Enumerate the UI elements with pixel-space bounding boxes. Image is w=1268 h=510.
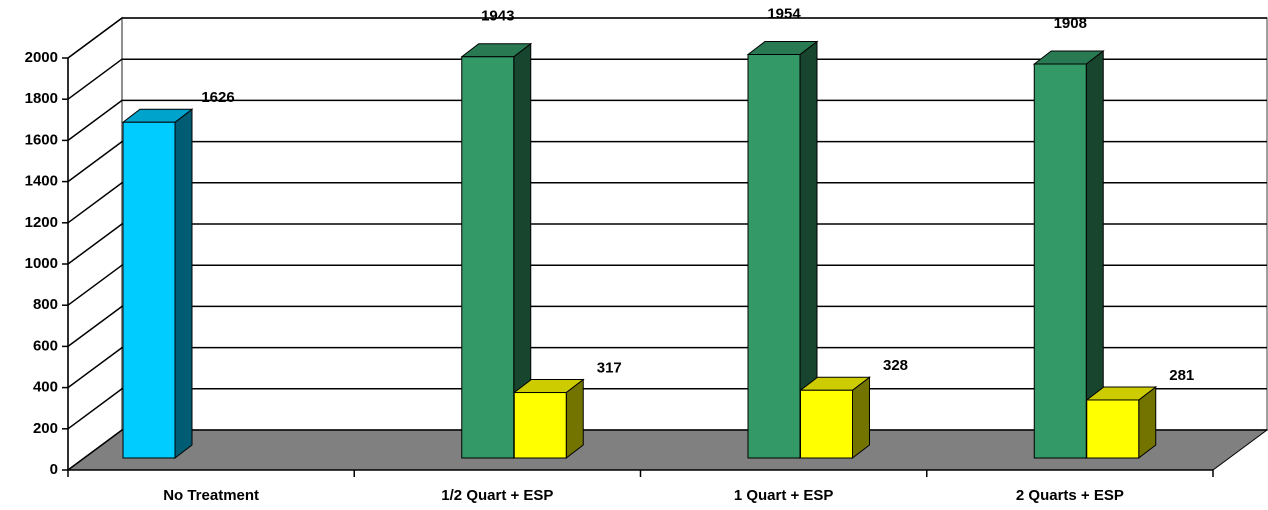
y-tick-label: 200	[33, 420, 58, 437]
y-tick-label: 400	[33, 379, 58, 396]
grid-line	[67, 346, 1267, 389]
y-tick-label: 0	[50, 461, 58, 478]
y-tick-label: 2000	[25, 49, 58, 66]
bar-front	[800, 389, 853, 459]
grid-line	[67, 388, 1267, 430]
y-tick-label: 800	[33, 296, 58, 313]
bar-side	[852, 376, 870, 460]
data-label: 1908	[1054, 15, 1087, 32]
bar-front	[1086, 399, 1140, 459]
bar	[1032, 49, 1105, 460]
grid-line	[67, 223, 1267, 265]
bar-front	[1033, 63, 1087, 459]
y-tick-label: 600	[33, 337, 58, 354]
data-label: 317	[597, 360, 622, 377]
grid-line	[67, 99, 1267, 142]
grid-line	[67, 140, 1267, 183]
bar	[746, 40, 819, 460]
bar	[1085, 385, 1158, 460]
bar	[121, 108, 194, 460]
x-tick-label: No Treatment	[163, 487, 259, 504]
bar-front	[122, 121, 176, 459]
grid-line	[67, 264, 1267, 306]
grid-line	[67, 305, 1267, 348]
x-tick-label: 1 Quart + ESP	[734, 487, 834, 504]
bar-front	[747, 53, 801, 459]
bar-side	[565, 378, 584, 460]
x-tick-label: 2 Quarts + ESP	[1016, 487, 1124, 504]
bar	[460, 42, 533, 460]
data-label: 1943	[481, 8, 514, 25]
y-tick-label: 1200	[25, 214, 58, 231]
bar	[512, 378, 585, 460]
y-tick-label: 1800	[25, 90, 58, 107]
bar	[799, 376, 871, 460]
y-tick-label: 1600	[25, 131, 58, 148]
bar-front	[513, 392, 567, 459]
data-label: 328	[883, 357, 908, 374]
grid-line	[67, 58, 1267, 100]
data-label: 1954	[767, 5, 801, 22]
bar-front	[461, 56, 515, 459]
grid-line	[67, 17, 1267, 59]
bar-side	[174, 108, 193, 460]
y-tick-label: 1000	[25, 255, 58, 272]
grid-line	[67, 182, 1267, 224]
data-label: 1626	[201, 89, 234, 106]
x-tick-label: 1/2 Quart + ESP	[441, 487, 553, 504]
data-label: 281	[1169, 367, 1194, 384]
grid-line	[67, 429, 1267, 471]
y-tick-label: 1400	[25, 173, 58, 190]
